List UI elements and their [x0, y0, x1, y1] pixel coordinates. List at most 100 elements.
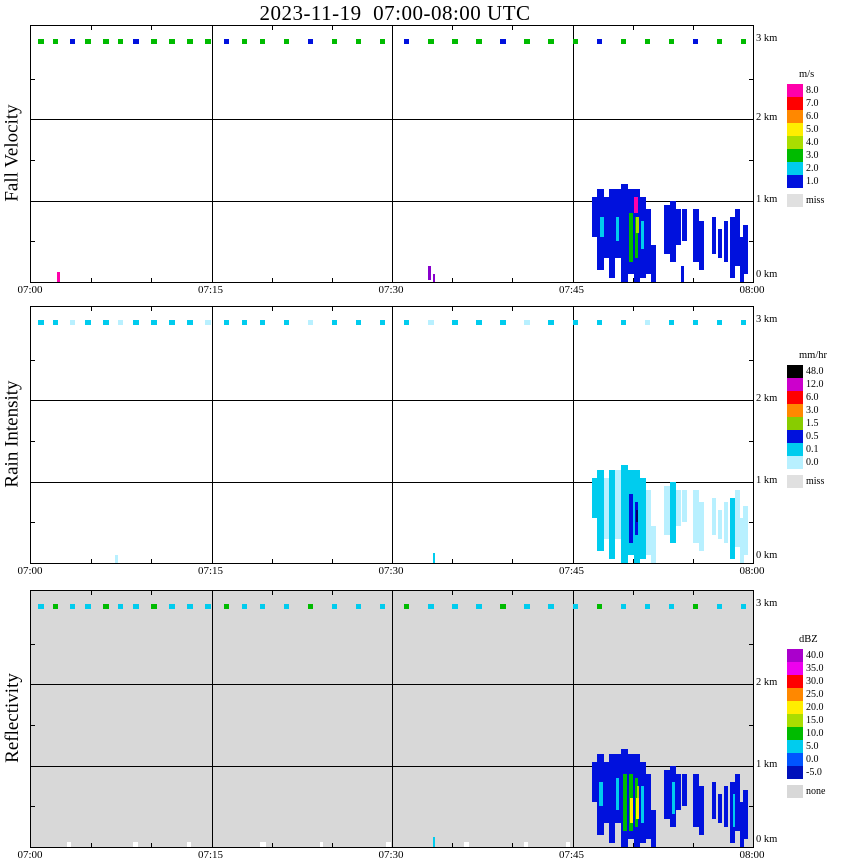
echo-cell — [524, 320, 530, 325]
colorbar-swatch — [787, 110, 803, 123]
height-tick-label: 0 km — [756, 550, 778, 561]
grid-line-horizontal — [31, 200, 753, 202]
colorbar-swatch — [787, 456, 803, 469]
echo-cell — [52, 604, 59, 609]
echo-cell — [608, 753, 615, 843]
colorbar-value-label: 15.0 — [806, 715, 824, 726]
colorbar-swatch — [787, 443, 803, 456]
colorbar-entry: 0.0 — [787, 456, 847, 469]
echo-cell — [103, 604, 109, 609]
echo-cell — [596, 320, 602, 325]
minor-tick — [31, 725, 35, 727]
echo-cell — [428, 320, 434, 325]
echo-cell — [151, 39, 157, 44]
echo-cell — [730, 216, 735, 278]
grid-line-vertical — [572, 307, 574, 563]
minor-tick — [151, 559, 153, 563]
echo-cell — [464, 842, 469, 847]
echo-cell — [682, 489, 687, 523]
minor-tick — [31, 160, 35, 162]
echo-cell — [636, 798, 639, 819]
echo-cell — [635, 510, 639, 523]
echo-cell — [603, 761, 609, 823]
echo-cell — [645, 208, 651, 274]
time-labels-fall-velocity: 07:00 07:15 07:30 07:45 08:00 — [0, 282, 800, 298]
colorbar-value-label: 3.0 — [806, 150, 819, 161]
minor-tick — [452, 559, 454, 563]
colorbar-entry: 6.0 — [787, 110, 847, 123]
echo-cell — [355, 320, 362, 325]
echo-cell — [476, 39, 482, 44]
minor-tick — [749, 643, 753, 645]
colorbar-value-label: 6.0 — [806, 392, 819, 403]
minor-tick — [452, 591, 454, 595]
minor-tick — [692, 307, 694, 311]
echo-cell — [734, 489, 740, 547]
colorbar-swatch — [787, 97, 803, 110]
time-tick-label: 07:30 — [378, 849, 404, 861]
echo-cell — [692, 773, 699, 827]
minor-tick — [512, 307, 514, 311]
colorbar-value-label: 0.0 — [806, 457, 819, 468]
echo-cell — [500, 320, 506, 325]
colorbar-rain-intensity: mm/hr 48.0 12.0 6.0 3.0 1.5 0.5 0.1 0.0 miss — [787, 350, 847, 488]
colorbar-entry: 7.0 — [787, 97, 847, 110]
height-tick-label: 2 km — [756, 677, 778, 689]
colorbar-entry: 8.0 — [787, 84, 847, 97]
echo-cell — [615, 216, 620, 242]
colorbar-entry: 1.0 — [787, 175, 847, 188]
grid-line-vertical — [572, 26, 574, 282]
echo-cell — [69, 39, 75, 44]
minor-tick — [91, 843, 93, 847]
echo-cell — [623, 773, 627, 831]
colorbar-swatch — [787, 136, 803, 149]
colorbar-entry: 0.0 — [787, 753, 847, 766]
echo-cell — [596, 604, 602, 609]
colorbar-value-label: 1.5 — [806, 418, 819, 429]
echo-cell — [307, 39, 314, 44]
echo-cell — [591, 477, 597, 519]
echo-cell — [205, 39, 211, 44]
height-tick-label: 1 km — [756, 758, 778, 770]
echo-cell — [675, 208, 681, 246]
echo-cell — [187, 842, 192, 847]
colorbar-value-label: miss — [806, 195, 825, 206]
colorbar-value-label: 7.0 — [806, 98, 819, 109]
height-tick-label: 0 km — [756, 834, 778, 845]
echo-cell — [133, 604, 139, 609]
minor-tick — [632, 559, 634, 563]
echo-cell — [223, 39, 229, 44]
colorbar-entry: 12.0 — [787, 378, 847, 391]
echo-cell — [698, 502, 704, 551]
echo-cell — [476, 604, 482, 609]
time-tick-label: 07:45 — [558, 565, 585, 577]
colorbar-entry: none — [787, 785, 847, 798]
echo-cell — [615, 777, 620, 811]
echo-cell — [259, 842, 266, 847]
colorbar-entry: miss — [787, 475, 847, 488]
minor-tick — [512, 559, 514, 563]
echo-cell — [675, 489, 681, 527]
colorbar-swatch — [787, 123, 803, 136]
echo-cell — [668, 604, 675, 609]
echo-cell — [133, 842, 139, 847]
echo-cell — [548, 320, 554, 325]
echo-cell — [724, 786, 728, 827]
echo-cell — [591, 761, 597, 803]
minor-tick — [271, 559, 273, 563]
time-tick-label: 07:15 — [197, 284, 224, 296]
echo-cell — [712, 497, 716, 535]
echo-cell — [743, 225, 749, 274]
colorbar-swatch — [787, 727, 803, 740]
colorbar-value-label: 3.0 — [806, 405, 819, 416]
echo-cell — [682, 208, 687, 242]
echo-cell — [740, 604, 747, 609]
grid-line-horizontal — [31, 765, 753, 767]
echo-cell — [572, 39, 578, 44]
colorbar-entry: 48.0 — [787, 365, 847, 378]
echo-cell — [379, 39, 386, 44]
colorbar-value-label: -5.0 — [806, 767, 822, 778]
echo-cell — [743, 506, 749, 555]
colorbar-entry: 25.0 — [787, 688, 847, 701]
colorbar-unit-label: m/s — [799, 69, 815, 80]
